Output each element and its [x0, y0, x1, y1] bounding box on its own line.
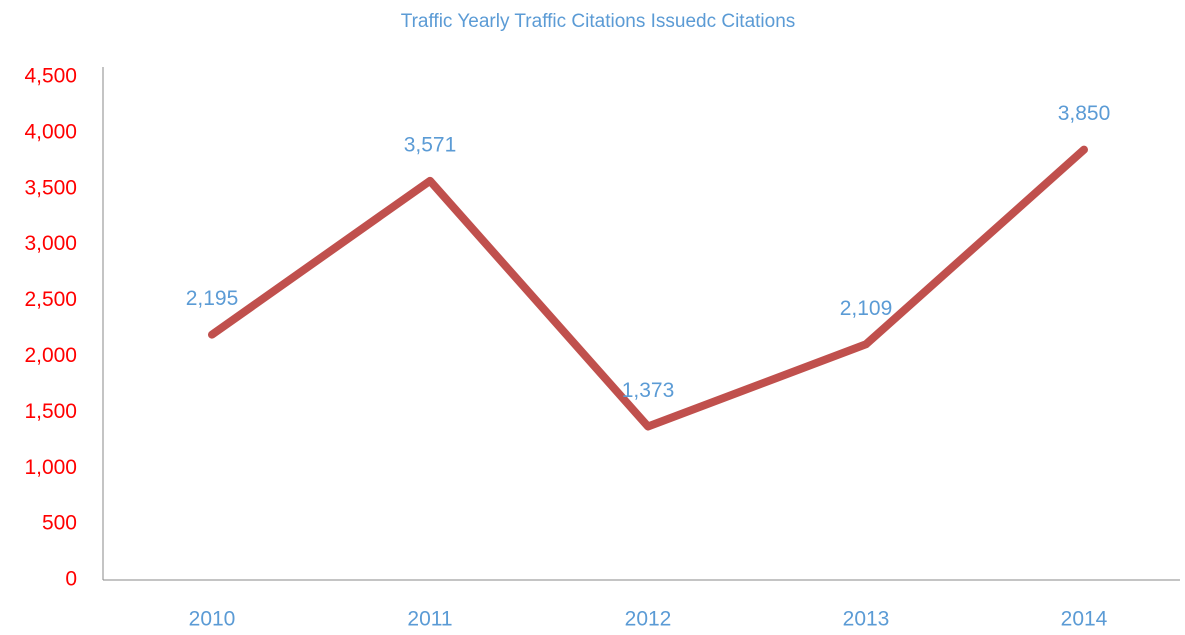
y-tick-label: 4,500 — [24, 65, 77, 88]
chart-title: Traffic Yearly Traffic Citations Issuedc… — [401, 11, 796, 32]
line-series — [208, 145, 1088, 431]
x-tick-label: 2010 — [189, 608, 236, 631]
x-tick-label: 2012 — [625, 608, 672, 631]
y-tick-label: 0 — [65, 568, 77, 591]
data-label: 1,373 — [622, 379, 675, 402]
y-tick-label: 1,500 — [24, 400, 77, 423]
y-tick-label: 1,000 — [24, 456, 77, 479]
y-tick-label: 2,000 — [24, 344, 77, 367]
data-label: 3,850 — [1058, 102, 1111, 125]
y-tick-label: 3,000 — [24, 232, 77, 255]
y-tick-label: 3,500 — [24, 176, 77, 199]
data-label: 2,109 — [840, 297, 893, 320]
data-label: 3,571 — [404, 133, 457, 156]
x-tick-label: 2011 — [407, 608, 452, 631]
x-tick-label: 2013 — [843, 608, 890, 631]
y-tick-label: 500 — [42, 512, 77, 535]
y-tick-label: 4,000 — [24, 120, 77, 143]
x-tick-label: 2014 — [1061, 608, 1108, 631]
y-tick-label: 2,500 — [24, 288, 77, 311]
data-label: 2,195 — [186, 287, 239, 310]
